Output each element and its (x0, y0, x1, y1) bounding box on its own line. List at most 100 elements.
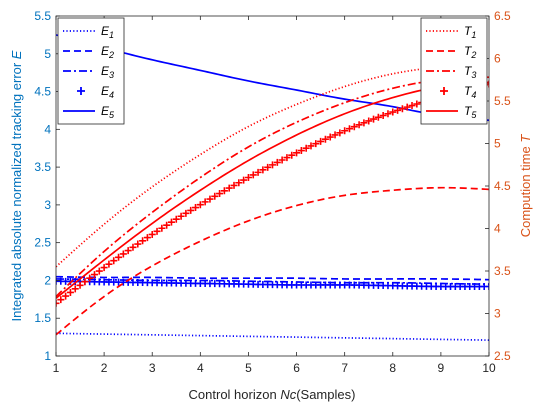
y-right-tick-label: 2.5 (494, 349, 511, 363)
t-4-marker (345, 125, 353, 133)
y-right-tick-label: 4 (494, 222, 501, 236)
t-5-series (56, 81, 489, 299)
t-4-marker (244, 174, 252, 181)
t-4-marker (167, 218, 175, 226)
t-5-line (56, 81, 489, 299)
t-4-marker (269, 161, 276, 169)
e-4-marker (485, 282, 489, 290)
t-4-marker (201, 198, 209, 206)
x-axis-label: Control horizon Nc(Samples) (189, 387, 356, 402)
t-4-marker (81, 278, 89, 286)
x-tick-label: 6 (293, 361, 300, 375)
right-legend-label: T1 (464, 24, 476, 40)
t-4-marker (177, 212, 185, 220)
t-4-marker (413, 100, 421, 108)
y-left-tick-label: 2.5 (34, 236, 51, 250)
t-4-marker (57, 296, 65, 304)
y-left-tick-label: 1 (44, 349, 51, 363)
t-4-marker (143, 234, 151, 242)
y-left-tick-label: 3.5 (34, 160, 51, 174)
t-4-marker (307, 142, 315, 150)
t-2-line (56, 186, 489, 336)
t-4-marker (163, 221, 171, 229)
e-2-series (56, 275, 489, 281)
right-legend-label: T5 (464, 104, 477, 120)
t-4-marker (350, 123, 358, 131)
t-4-marker (220, 187, 228, 195)
y-right-tick-label: 3 (494, 307, 501, 321)
x-tick-label: 8 (389, 361, 396, 375)
y-axis-right-label: Compution time T (518, 134, 533, 238)
left-legend-item: E5 (63, 104, 115, 120)
y-right-tick-label: 3.5 (494, 264, 511, 278)
x-tick-label: 2 (101, 361, 108, 375)
left-legend-item: E3 (63, 64, 114, 80)
right-legend-item: T3 (426, 64, 476, 80)
y-right-tick-label: 5 (494, 137, 501, 151)
t-4-marker (326, 133, 334, 141)
t-4-marker (403, 103, 411, 111)
t-4-marker (211, 192, 219, 200)
t-4-marker (86, 274, 94, 282)
y-left-tick-label: 2 (44, 273, 51, 287)
t-4-marker (134, 240, 142, 248)
t-4-marker (389, 108, 397, 116)
t-4-marker (230, 181, 238, 189)
right-legend-item: T1 (426, 24, 476, 40)
t-4-marker (408, 102, 416, 110)
t-4-marker (240, 176, 248, 184)
t-4-marker (182, 209, 190, 217)
t-4-marker (105, 260, 113, 268)
t-4-marker (302, 144, 310, 152)
left-legend-label: E1 (101, 24, 114, 40)
t-4-marker (196, 201, 204, 209)
t-4-marker (172, 215, 180, 223)
t-4-marker (336, 129, 344, 137)
t-4-marker (62, 292, 70, 300)
legend-right: T1 T2 T3 T4 T5 (420, 17, 488, 125)
t-4-marker (216, 190, 224, 198)
y-right-tick-label: 6 (494, 52, 501, 66)
t-4-marker (124, 247, 132, 255)
t-4-marker (278, 156, 286, 164)
x-tick-label: 3 (149, 361, 156, 375)
t-4-marker (370, 115, 378, 123)
x-tick-label: 5 (245, 361, 252, 375)
t-4-marker (341, 127, 349, 135)
t-4-marker (148, 230, 156, 238)
e-2-line (56, 275, 489, 281)
x-tick-label: 7 (341, 361, 348, 375)
left-legend-item: E2 (63, 44, 114, 60)
t-4-marker (365, 117, 373, 125)
e-1-line (56, 332, 489, 341)
t-4-marker (312, 140, 320, 148)
y-left-tick-label: 4.5 (34, 85, 51, 99)
right-legend-label: T2 (464, 44, 476, 60)
left-legend-label: E4 (101, 84, 114, 100)
t-4-marker (394, 106, 402, 114)
e-5-series (56, 34, 489, 122)
series-layer (56, 34, 489, 341)
t-4-marker (66, 288, 74, 296)
t-4-marker (360, 119, 368, 127)
x-tick-label: 4 (197, 361, 204, 375)
ticks-layer: 1 2 3 4 5 6 7 8 9 10 1 1.5 2 2.5 3 3.5 4 4.5 5 5.5 2.5 3 3.5 4 4… (34, 9, 511, 375)
t-4-marker (249, 171, 257, 179)
left-legend-label: E3 (101, 64, 114, 80)
y-axis-left-label: Integrated absolute normalized tracking … (9, 50, 24, 321)
left-legend-item: E1 (63, 24, 114, 40)
t-4-marker (225, 184, 233, 192)
y-right-tick-label: 6.5 (494, 9, 511, 23)
t-4-marker (288, 151, 296, 159)
t-4-marker (398, 105, 406, 113)
t-4-marker (192, 204, 200, 212)
t-4-marker (153, 227, 161, 235)
t-4-marker (317, 137, 325, 145)
right-legend-item: T4 (440, 84, 476, 100)
left-legend-label: E5 (101, 104, 115, 120)
t-4-marker (206, 195, 214, 203)
e-4-series (56, 277, 489, 291)
left-legend-swatch (77, 87, 85, 95)
t-4-marker (297, 147, 305, 155)
